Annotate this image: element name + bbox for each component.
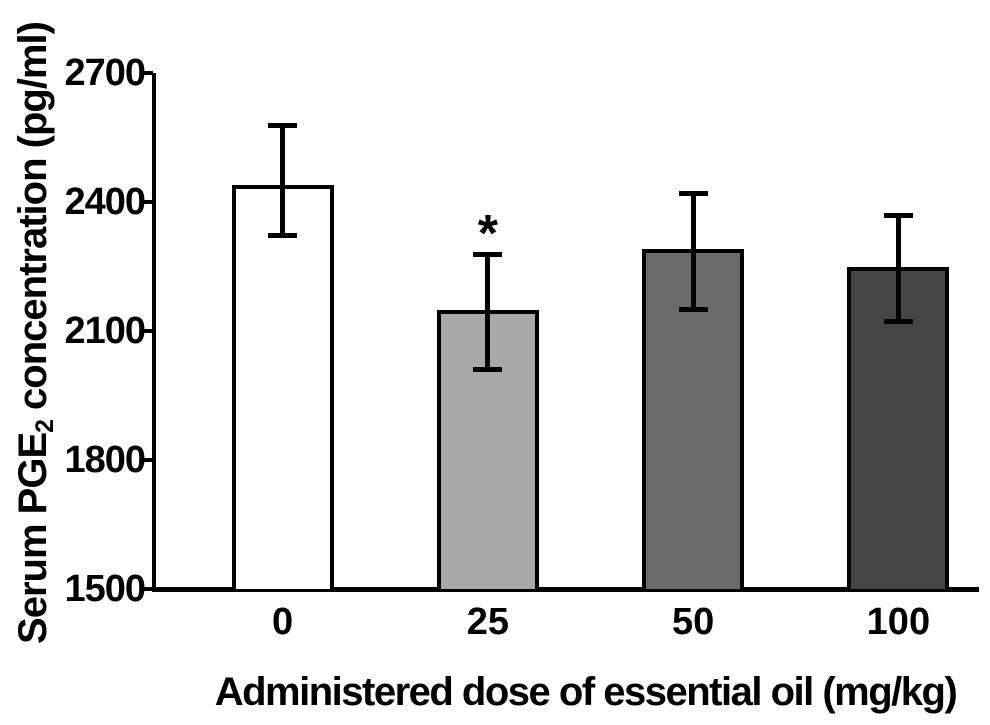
- significance-asterisk: *: [477, 204, 498, 263]
- error-bar-top-cap: [883, 212, 913, 218]
- y-axis-line: [152, 73, 156, 592]
- y-axis-tick: [140, 587, 153, 591]
- y-axis-tick: [140, 71, 153, 75]
- error-bar-top-cap: [678, 191, 708, 197]
- y-axis-tick: [140, 200, 153, 204]
- y-axis-tick-label: 1500: [64, 568, 146, 610]
- error-bar-bottom-cap: [473, 366, 503, 372]
- x-axis-tick-label: 50: [671, 601, 715, 643]
- error-bar-bottom-cap: [268, 233, 298, 239]
- bar: [231, 184, 334, 589]
- error-bar-bottom-cap: [678, 306, 708, 312]
- y-axis-tick: [140, 329, 153, 333]
- x-axis-tick-label: 100: [866, 601, 931, 643]
- y-axis-tick-label: 2700: [64, 52, 146, 94]
- error-bar: [895, 214, 901, 323]
- x-axis-tick-label: 0: [272, 601, 294, 643]
- error-bar-top-cap: [268, 122, 298, 128]
- x-axis-tick-label: 25: [466, 601, 510, 643]
- error-bar-top-cap: [473, 251, 503, 257]
- y-axis-title-subscript: 2: [31, 420, 59, 433]
- x-axis-line: [152, 587, 979, 592]
- error-bar-bottom-cap: [883, 319, 913, 325]
- y-axis-tick-label: 2100: [64, 310, 146, 352]
- error-bar: [280, 124, 286, 237]
- error-bar: [485, 253, 491, 370]
- y-axis-tick-label: 2400: [64, 181, 146, 223]
- y-axis-tick-label: 1800: [64, 439, 146, 481]
- x-axis-title: Administered dose of essential oil (mg/k…: [214, 670, 958, 714]
- error-bar: [690, 193, 696, 310]
- y-axis-tick: [140, 458, 153, 462]
